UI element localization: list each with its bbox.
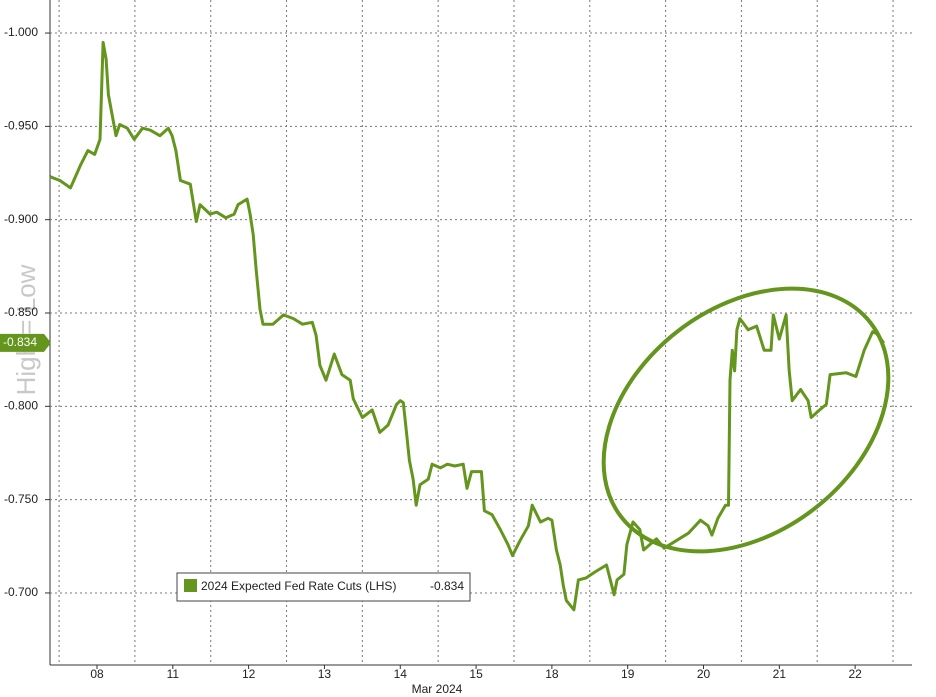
series-line bbox=[49, 40, 886, 612]
y-tick-label: -0.800 bbox=[4, 398, 38, 412]
y-tick-label: -0.950 bbox=[4, 119, 38, 133]
x-tick-label: 08 bbox=[90, 667, 104, 681]
x-tick-label: 21 bbox=[773, 667, 787, 681]
x-tick-label: 12 bbox=[242, 667, 256, 681]
x-tick-label: 14 bbox=[394, 667, 408, 681]
legend bbox=[176, 572, 471, 602]
legend-label: 2024 Expected Fed Rate Cuts (LHS) bbox=[201, 579, 396, 593]
y-tick-label: -0.850 bbox=[4, 305, 38, 319]
highlight-ellipse bbox=[601, 286, 891, 554]
legend-value: -0.834 bbox=[430, 579, 464, 593]
legend-swatch bbox=[184, 579, 197, 592]
last-value-tag bbox=[0, 333, 51, 352]
y-tick-label: -0.700 bbox=[4, 585, 38, 599]
x-tick-label: 13 bbox=[318, 667, 332, 681]
y-tick-label: -0.750 bbox=[4, 492, 38, 506]
last-value-label: -0.834 bbox=[3, 335, 37, 349]
x-axis-label: Mar 2024 bbox=[412, 682, 463, 696]
x-tick-label: 11 bbox=[167, 667, 180, 681]
x-tick-label: 15 bbox=[469, 667, 483, 681]
watermark: High = Low bbox=[11, 264, 41, 395]
x-tick-label: 18 bbox=[545, 667, 559, 681]
x-tick-label: 19 bbox=[621, 667, 635, 681]
y-tick-label: -1.000 bbox=[4, 25, 38, 39]
y-tick-label: -0.900 bbox=[4, 212, 38, 226]
x-tick-label: 20 bbox=[697, 667, 711, 681]
plot: -1.000 -0.950 -0.900 -0.850 -0.800 -0.750 -0.7… bbox=[0, 0, 912, 681]
x-tick-label: 22 bbox=[848, 667, 862, 681]
